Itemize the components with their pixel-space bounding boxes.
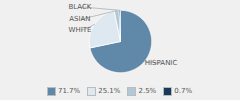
svg-text:HISPANIC: HISPANIC	[145, 59, 178, 67]
svg-text:BLACK: BLACK	[68, 3, 91, 11]
html-text:25.1%: 25.1%	[98, 87, 121, 95]
html-text:2.5%: 2.5%	[138, 87, 157, 95]
html-text:0.7%: 0.7%	[174, 87, 192, 95]
html-text:71.7%: 71.7%	[58, 87, 81, 95]
svg-text:WHITE: WHITE	[68, 26, 91, 34]
svg-text:ASIAN: ASIAN	[69, 15, 90, 23]
